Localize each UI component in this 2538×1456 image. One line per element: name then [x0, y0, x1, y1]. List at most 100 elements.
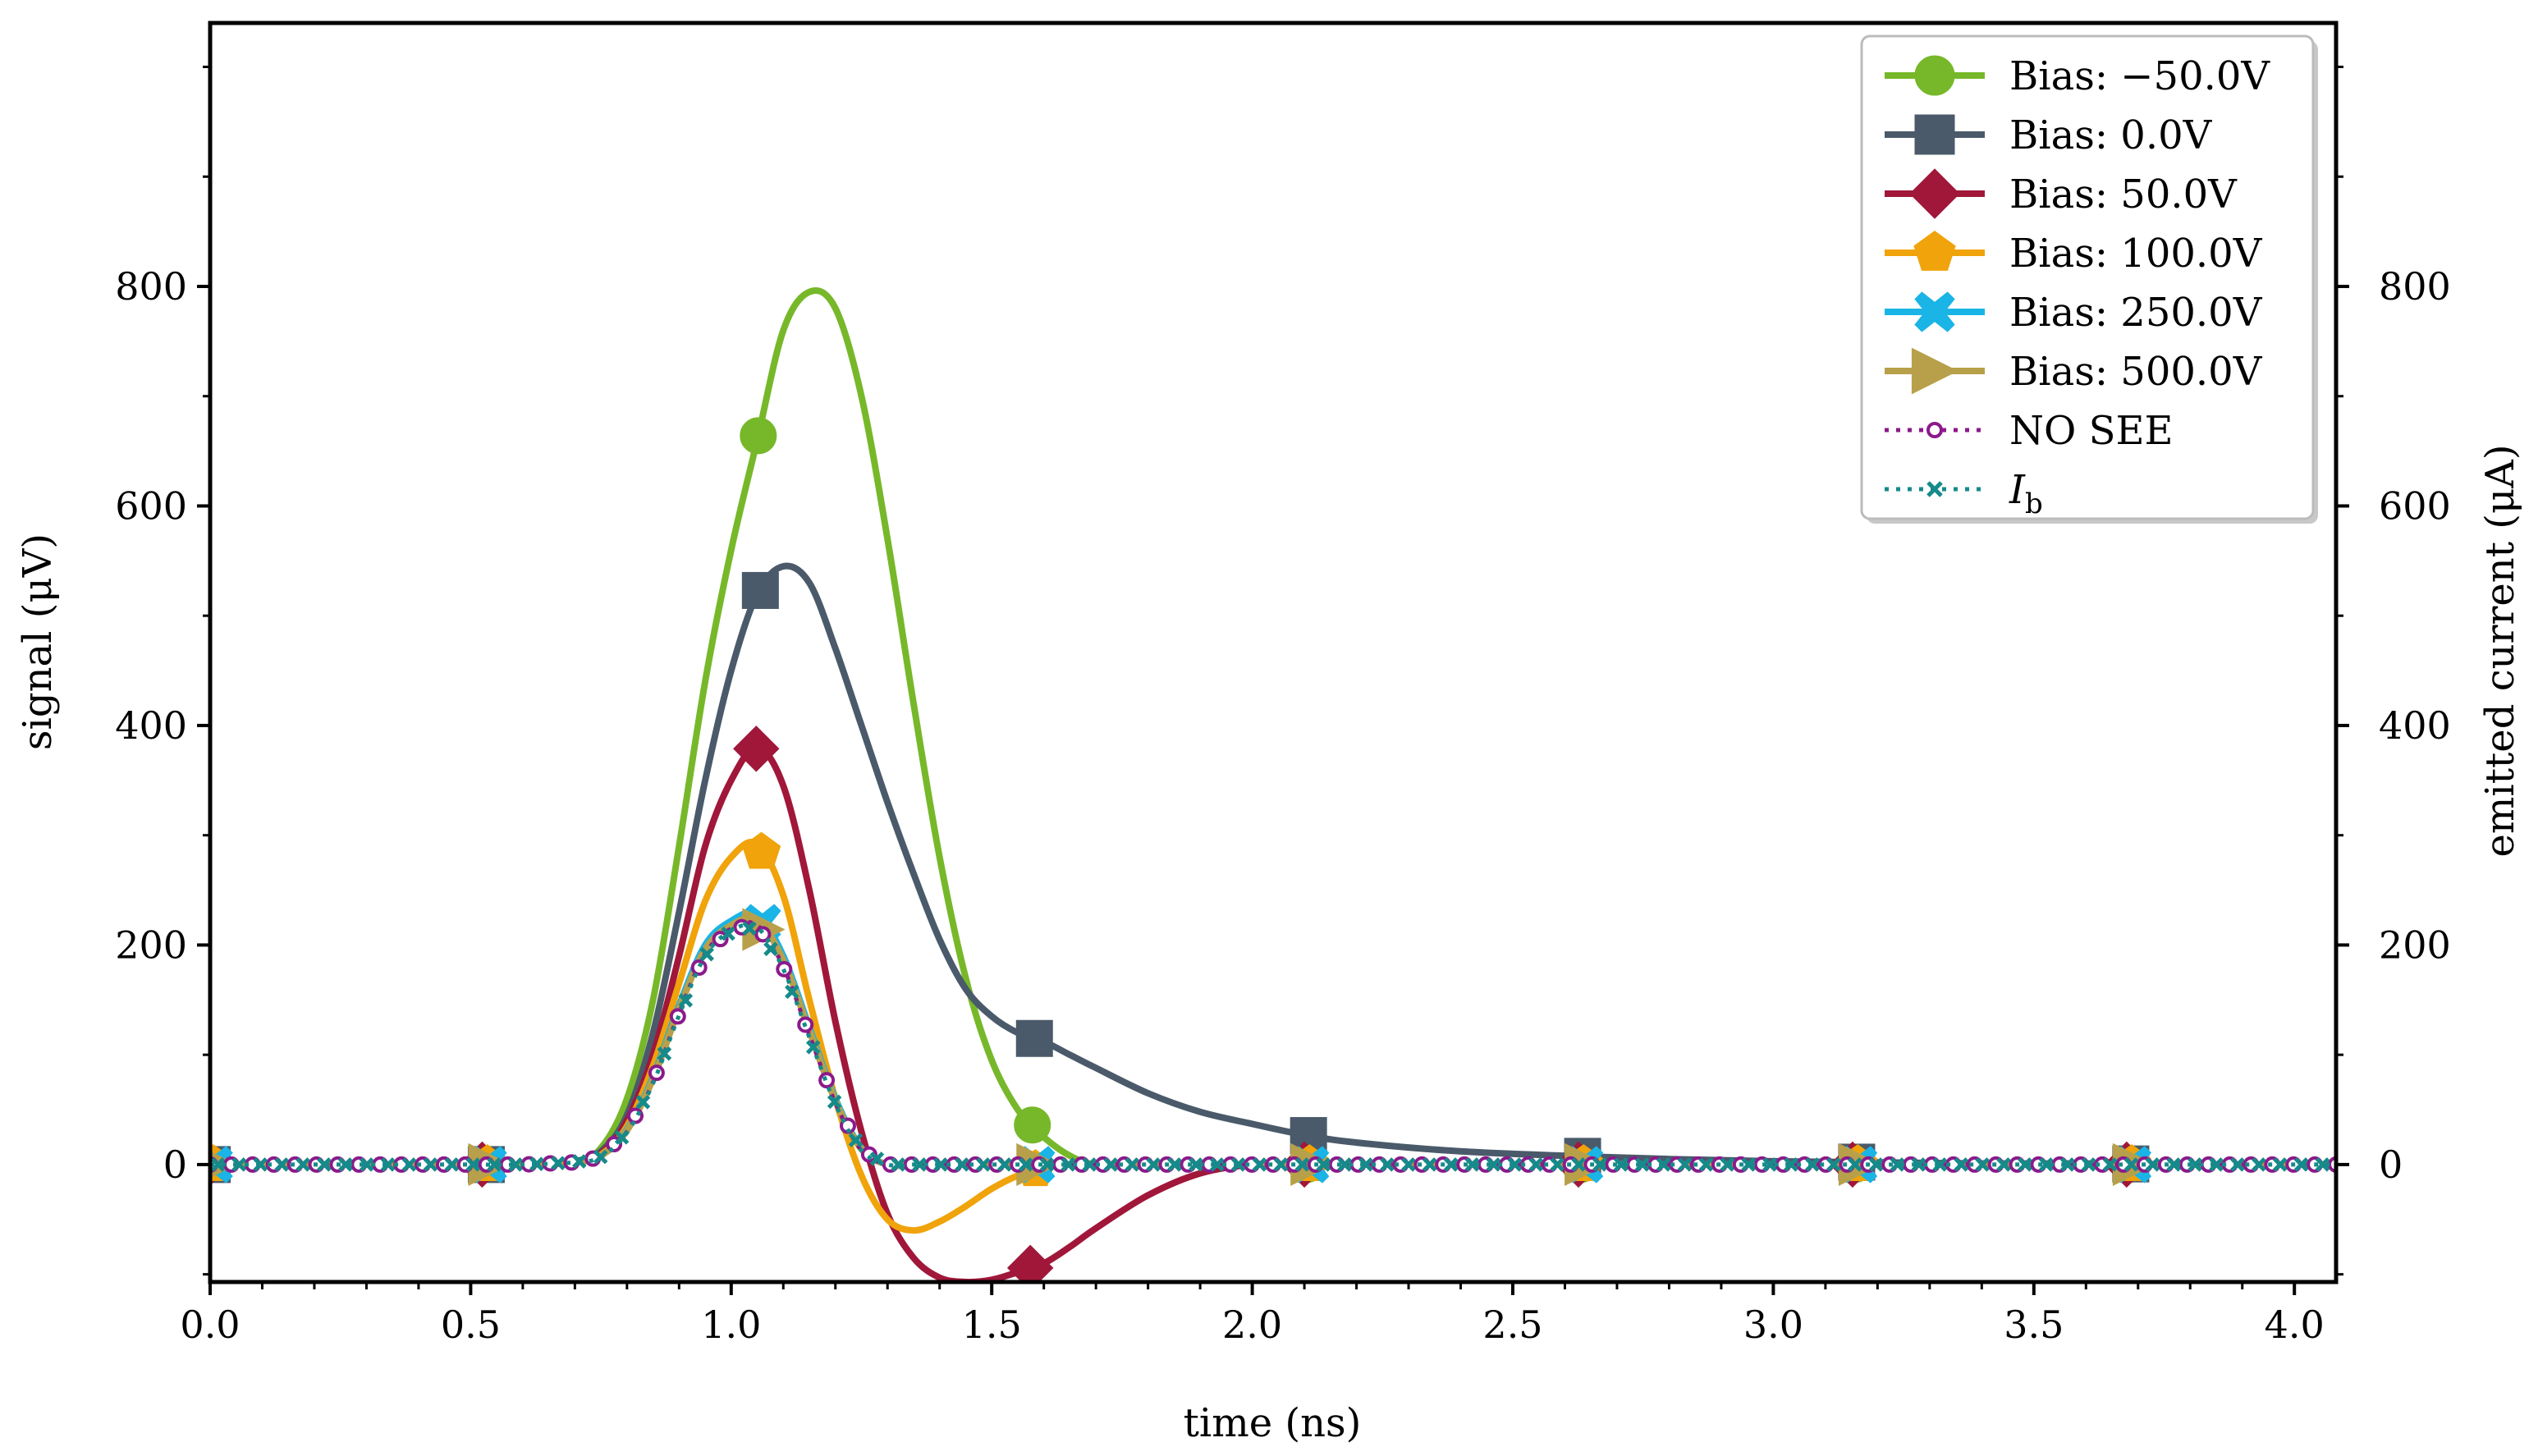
- data-point: [1103, 1157, 1119, 1172]
- data-point: [2166, 1157, 2182, 1172]
- data-point: [1006, 1244, 1054, 1282]
- legend-marker: [1914, 291, 1955, 332]
- legend-entry: Bias: 250.0V: [1885, 290, 2263, 336]
- data-point: [1975, 1157, 1990, 1172]
- data-point: [763, 941, 778, 957]
- data-point: [1443, 1157, 1459, 1172]
- series-6: [210, 918, 2336, 1173]
- data-point: [933, 1157, 948, 1172]
- data-point: [827, 1094, 842, 1110]
- data-point: [1015, 1019, 1053, 1057]
- data-point: [733, 726, 780, 772]
- data-point: [805, 1040, 821, 1055]
- legend-entry: Bias: −50.0V: [1885, 53, 2270, 99]
- y2-tick-label: 600: [2379, 483, 2451, 528]
- data-point: [401, 1157, 417, 1172]
- series-line: [210, 562, 2336, 1169]
- data-point: [1082, 1157, 1097, 1172]
- data-point: [742, 921, 757, 936]
- y2-tick-label: 200: [2379, 923, 2451, 967]
- data-point: [487, 1157, 502, 1172]
- data-point: [818, 1072, 836, 1089]
- data-point: [1507, 1157, 1523, 1172]
- data-point: [2145, 1157, 2160, 1172]
- data-point: [210, 1157, 226, 1172]
- legend-label: Bias: 50.0V: [2009, 172, 2238, 217]
- data-point: [614, 1130, 630, 1145]
- data-point: [1698, 1157, 1714, 1172]
- x-tick-label: 3.0: [1743, 1303, 1803, 1347]
- x-axis-label: time (ns): [1184, 1400, 1362, 1446]
- data-point: [423, 1157, 438, 1172]
- data-point: [1316, 1157, 1331, 1172]
- data-point: [253, 1157, 268, 1172]
- data-point: [699, 946, 714, 962]
- data-point: [274, 1157, 289, 1172]
- data-point: [2273, 1157, 2288, 1172]
- data-point: [508, 1157, 523, 1172]
- data-point: [955, 1157, 969, 1172]
- legend: Bias: −50.0V Bias: 0.0V Bias: 50.0V Bias: 1…: [1860, 34, 2318, 524]
- legend-marker: [1914, 114, 1955, 155]
- x-tick-label: 1.5: [962, 1303, 1022, 1347]
- data-point: [1210, 1157, 1225, 1172]
- data-point: [1635, 1157, 1650, 1172]
- data-point: [1868, 1157, 1884, 1172]
- data-point: [1826, 1157, 1841, 1172]
- series-5: [210, 908, 2336, 1187]
- data-point: [1337, 1157, 1352, 1172]
- data-point: [1911, 1157, 1926, 1172]
- y-tick-label: 200: [115, 923, 187, 967]
- data-point: [1571, 1157, 1586, 1172]
- plot-area: [210, 286, 2336, 1282]
- y2-tick-label: 400: [2379, 703, 2451, 748]
- data-point: [1422, 1157, 1437, 1172]
- data-point: [465, 1157, 481, 1172]
- data-point: [1380, 1157, 1395, 1172]
- data-point: [1741, 1157, 1757, 1172]
- data-point: [2293, 1157, 2309, 1172]
- legend-box: [1860, 34, 2315, 520]
- data-point: [444, 1157, 460, 1172]
- legend-label: NO SEE: [2009, 408, 2174, 454]
- data-point: [721, 926, 735, 941]
- data-point: [785, 984, 799, 1000]
- legend-entry: Ib: [1885, 467, 2043, 520]
- x-tick-label: 0.0: [180, 1303, 240, 1347]
- data-point: [2315, 1157, 2330, 1172]
- data-point: [635, 1095, 651, 1110]
- data-point: [2039, 1157, 2054, 1172]
- data-point: [2252, 1157, 2266, 1172]
- data-point: [529, 1156, 544, 1171]
- data-point: [976, 1157, 991, 1172]
- data-point: [1189, 1157, 1203, 1172]
- data-point: [1592, 1157, 1607, 1172]
- legend-marker: [1913, 230, 1956, 271]
- data-point: [380, 1157, 396, 1172]
- data-point: [1932, 1157, 1948, 1172]
- series-4: [210, 904, 2336, 1184]
- legend-marker: [1926, 422, 1943, 438]
- data-point: [1125, 1157, 1139, 1172]
- data-point: [1014, 1106, 1051, 1144]
- legend-marker: [1911, 347, 1958, 395]
- data-point: [848, 1133, 864, 1147]
- y-tick-label: 400: [115, 703, 187, 748]
- data-point: [740, 417, 777, 455]
- data-point: [1061, 1157, 1076, 1172]
- data-point: [1039, 1157, 1055, 1172]
- data-point: [657, 1046, 672, 1061]
- series-2: [210, 726, 2336, 1282]
- series-7: [210, 921, 2336, 1172]
- data-point: [1762, 1157, 1777, 1172]
- legend-label: Bias: 0.0V: [2009, 112, 2213, 158]
- series-line: [210, 922, 2336, 1168]
- data-point: [2123, 1157, 2139, 1172]
- data-point: [572, 1154, 587, 1169]
- data-point: [295, 1157, 310, 1172]
- data-point: [1550, 1157, 1564, 1172]
- data-point: [1720, 1157, 1735, 1172]
- data-point: [1784, 1157, 1798, 1172]
- data-point: [860, 1146, 877, 1163]
